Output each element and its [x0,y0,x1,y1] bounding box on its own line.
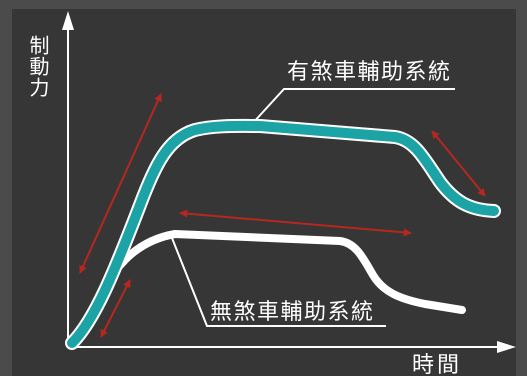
red-double-arrow-sustain [179,209,412,237]
without-brake-assist-curve [98,230,466,314]
y-axis-label: 制動力 [26,35,50,98]
red-double-arrow-rise [79,93,162,274]
red-double-arrow-release [431,130,486,197]
x-axis-arrowhead [497,341,516,353]
with-brake-assist-leader [251,88,455,125]
red-double-arrow-initial [100,279,131,338]
without-brake-assist-label: 無煞車輔助系統 [210,300,375,325]
y-axis-arrowhead [62,11,74,30]
with-brake-assist-label: 有煞車輔助系統 [287,60,452,85]
without-brake-assist-leader [171,237,386,327]
x-axis-label: 時間 [412,353,462,376]
